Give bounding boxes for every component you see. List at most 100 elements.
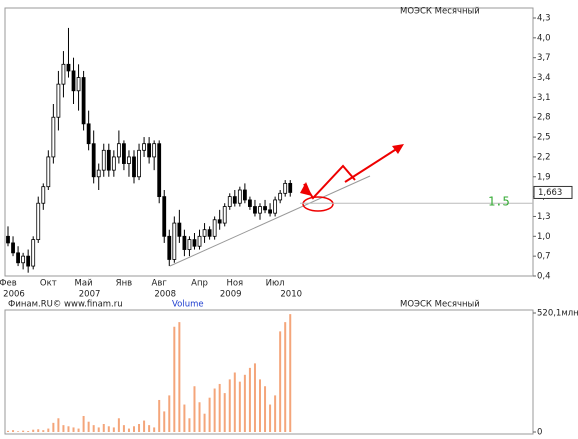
year-label: 2009 [220,290,242,300]
candle-body [61,63,66,85]
candle-body [36,202,41,241]
year-label: 2006 [3,290,25,300]
y-tick-label: 4,0 [537,33,551,43]
volume-title: МОЭСК Месячный [400,300,480,310]
candle-body [66,63,71,72]
candle-body [212,219,217,237]
y-tick-label: 2,8 [537,113,551,123]
candle-body [51,116,56,158]
volume-tick-label: 520,1млн [537,309,578,319]
candle-body [263,206,267,211]
candle-body [6,235,10,244]
reference-label: 1.5 [488,195,510,209]
y-tick-label: 1,3 [537,212,551,222]
y-tick-label: 0,7 [537,252,551,262]
candle-body [288,182,293,193]
candle-body [157,143,162,198]
circle-annotation [302,196,334,212]
candle-body [273,199,278,214]
y-tick-label: 3,4 [537,73,551,83]
volume-legend: Volume [172,300,204,310]
candle-body [242,189,247,201]
arrowhead [392,144,404,154]
arrow-annotation [344,147,399,183]
candle-body [167,235,172,260]
candle-body [96,169,101,178]
candle-body [222,206,227,224]
candle-body [21,255,26,264]
candle-body [132,156,136,178]
candle-body [147,143,152,158]
candle-body [283,182,288,194]
year-label: 2008 [154,290,176,300]
y-tick-label: 3,7 [537,53,551,63]
candle-body [202,229,207,237]
candle-body [116,143,121,158]
candle-body [177,222,182,237]
x-tick-label: Фев [0,279,17,289]
y-tick-label: 1,9 [537,172,551,182]
candle-body [111,156,116,171]
candle-body [162,196,167,237]
candle-body [142,143,146,151]
last-price-label: 1,663 [538,188,562,198]
candle-body [232,196,237,204]
candle-body [192,239,197,247]
chart-title: МОЭСК Месячный [400,7,480,17]
marks [6,27,293,273]
candle-body [46,156,51,188]
candle-body [91,143,96,178]
candle-body [106,149,111,171]
x-tick-label: Ноя [226,279,243,289]
candle-body [237,189,242,204]
candle-body [217,219,222,224]
candle-body [76,77,81,92]
price-panel [4,7,534,277]
candle-body [122,143,126,164]
candle-body [11,242,15,254]
candle-body [172,222,177,260]
y-tick-label: 1,0 [537,232,551,242]
candle-body [31,239,36,267]
y-tick-label: 3,1 [537,93,551,103]
y-tick-label: 2,5 [537,133,551,143]
candle-body [56,83,61,118]
last-price-box [533,185,573,199]
candle-body [207,229,212,237]
candle-body [101,149,106,171]
candle-body [197,235,202,247]
x-tick-label: Авг [152,279,168,289]
year-label: 2010 [280,290,302,300]
candle-body [26,255,31,267]
x-tick-label: Апр [191,279,208,289]
volume-tick-label: 0 [537,428,542,438]
x-tick-label: Июл [266,279,285,289]
candle-body [253,206,257,214]
x-tick-label: Май [75,279,93,289]
y-tick-label: 0,4 [537,272,551,282]
year-label: 2007 [79,290,101,300]
candle-body [41,186,46,204]
candle-body [182,235,187,250]
candle-body [81,77,86,125]
trend-line [169,175,371,267]
candle-body [268,209,272,214]
candle-body [137,149,141,178]
candle-body [71,70,76,92]
candle-body [152,143,157,158]
candle-body [278,192,283,201]
source: Финам.RU© www.finam.ru [8,300,123,310]
y-tick-label: 4,3 [537,14,551,24]
candle-body [258,206,262,214]
candle-body [187,239,192,250]
candle-body [227,196,232,207]
candle-body [248,199,252,207]
x-tick-label: Янв [116,279,132,289]
candle-body [16,252,20,264]
arrowhead [300,182,312,196]
y-tick-label: 2,2 [537,152,551,162]
candle-body [127,156,131,164]
x-tick-label: Окт [40,279,57,289]
candle-body [86,123,91,145]
